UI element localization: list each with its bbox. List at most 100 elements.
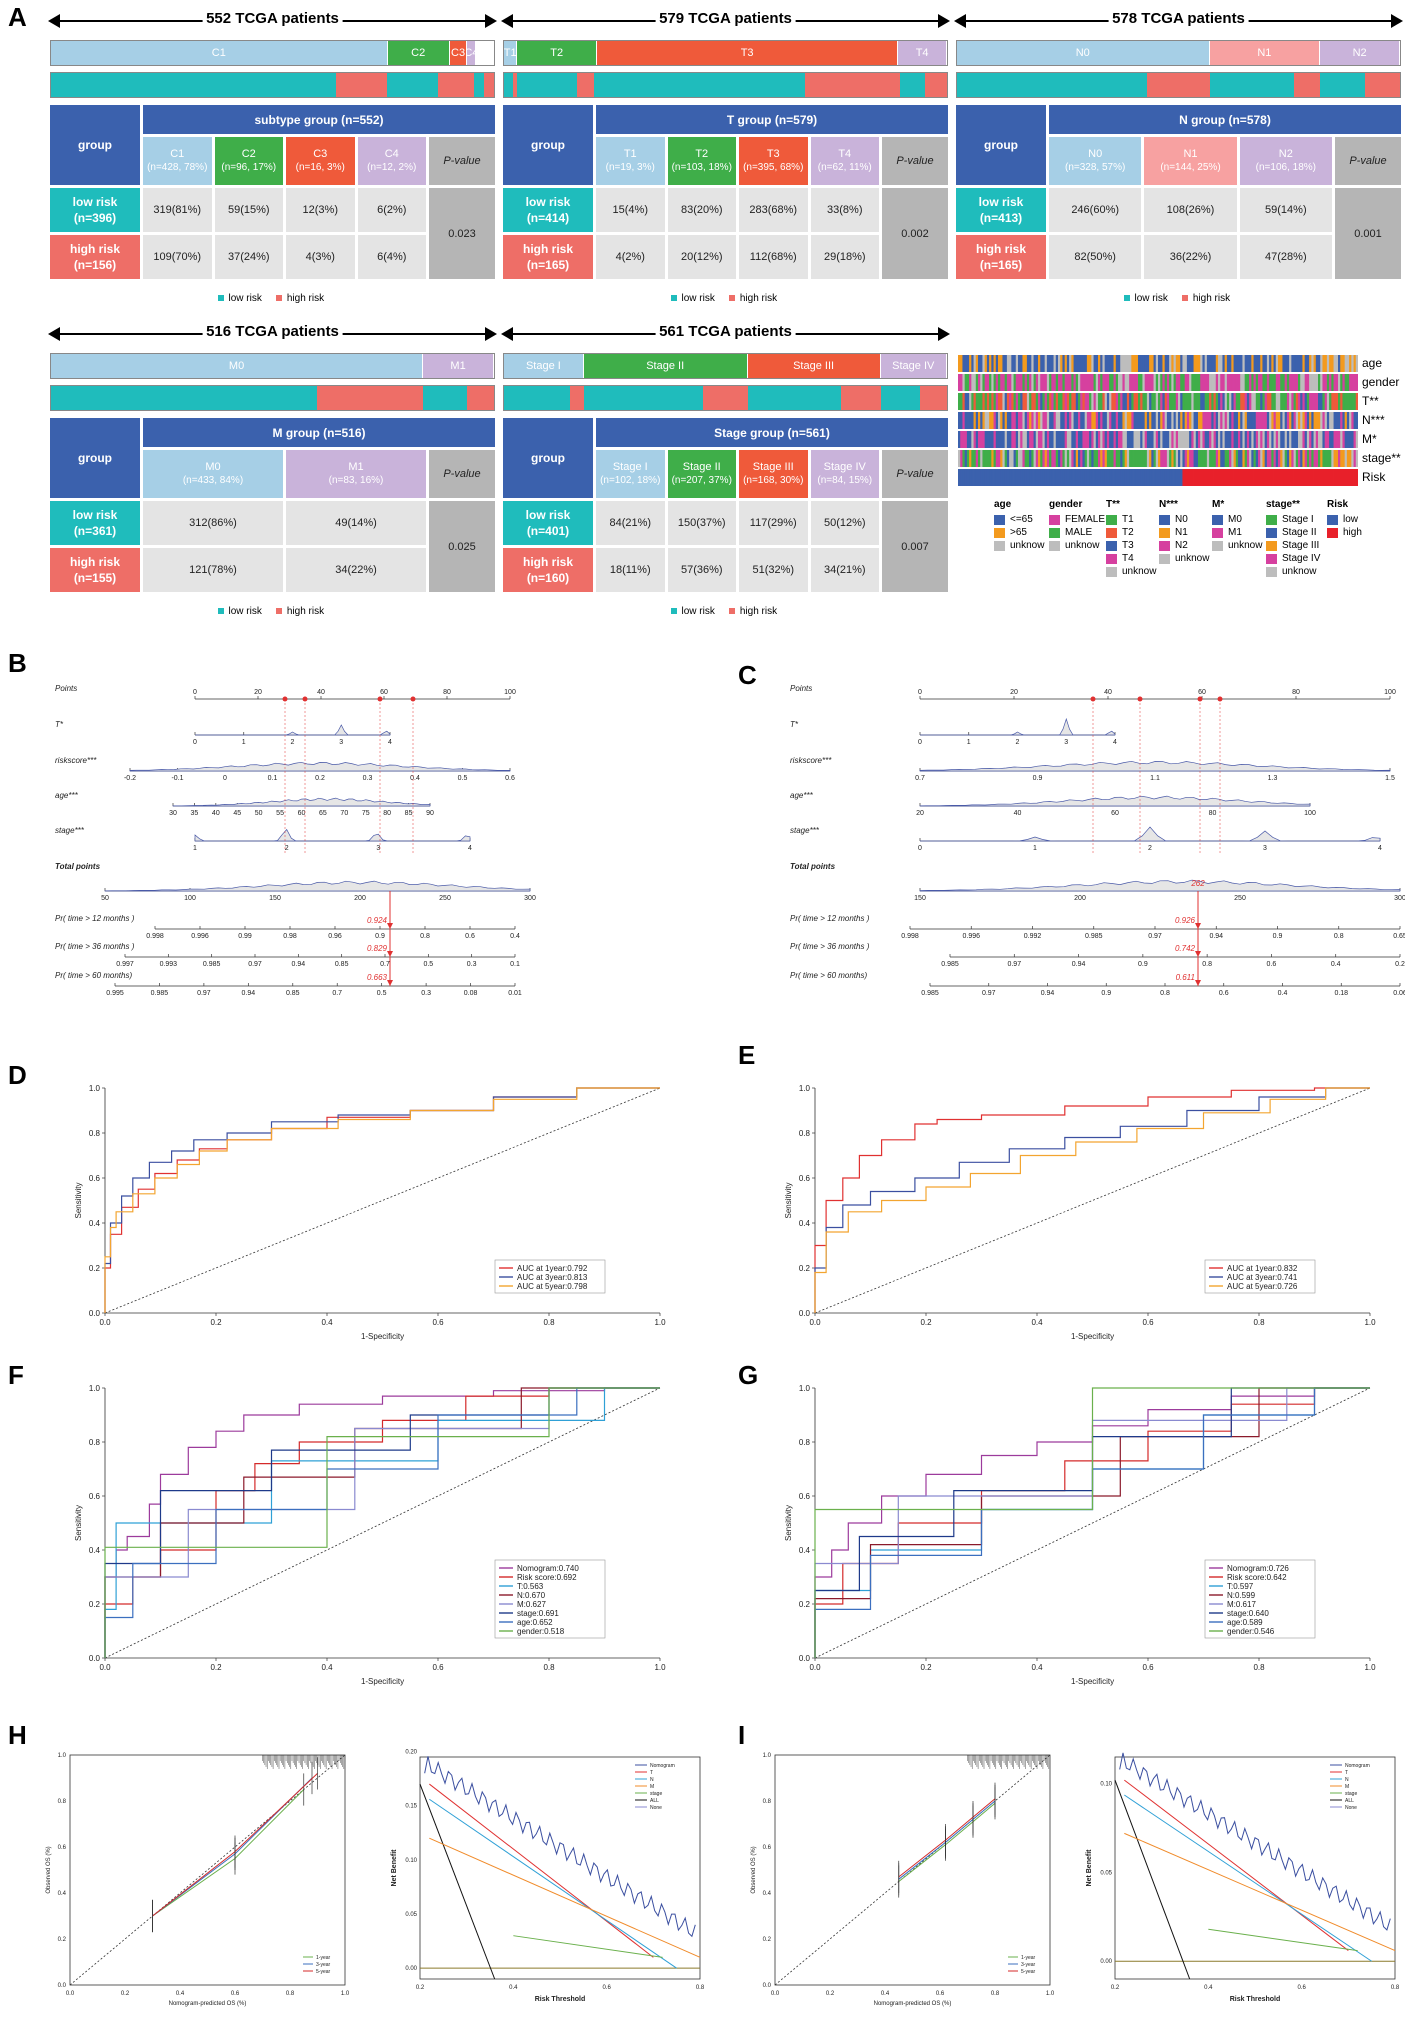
nomogram-tick-label: 0.08 <box>464 990 478 997</box>
table-cell: 83(20%) <box>667 188 736 232</box>
heatmap-cell <box>1046 355 1050 372</box>
legend-item: unknow <box>1159 552 1209 565</box>
x-tick-label: 0.0 <box>809 1318 821 1327</box>
legend-title: M* <box>1212 499 1225 510</box>
heatmap-cell <box>1142 412 1146 429</box>
x-tick-label: 1.0 <box>1046 1991 1055 1997</box>
heatmap-cell <box>1062 412 1066 429</box>
heatmap-cell <box>1120 412 1123 429</box>
heatmap-cell <box>1266 355 1270 372</box>
heatmap-cell <box>1331 374 1334 391</box>
heatmap-cell <box>1166 469 1170 486</box>
legend-item: unknow <box>1049 539 1105 552</box>
heatmap-cell <box>1009 431 1012 448</box>
heatmap-cell <box>1171 450 1174 467</box>
roc-series-line <box>814 1087 1370 1313</box>
heatmap-cell <box>1289 355 1292 372</box>
p-value-header: P-value <box>429 450 495 498</box>
heatmap-cell <box>1142 393 1146 410</box>
heatmap-row-label: T** <box>1362 394 1379 408</box>
heatmap-cell <box>1278 393 1281 410</box>
heatmap-cell <box>1306 412 1310 429</box>
category-segment: C3 <box>449 41 468 65</box>
category-count: (n=428, 78%) <box>147 162 208 174</box>
heatmap-cell <box>1249 431 1252 448</box>
legend-low: low risk <box>1123 293 1168 304</box>
heatmap-cell <box>1344 469 1348 486</box>
x-tick-label: 0.8 <box>543 1663 555 1672</box>
heatmap-cell <box>986 450 990 467</box>
x-tick-label: 0.2 <box>210 1318 222 1327</box>
heatmap-cell <box>1080 469 1083 486</box>
heatmap-cell <box>1202 469 1206 486</box>
nomogram-tick-label: 0.1 <box>510 961 520 968</box>
heatmap-cell <box>1020 431 1023 448</box>
heatmap-cell <box>1313 412 1317 429</box>
heatmap-cell <box>1091 469 1094 486</box>
nomogram-tick-label: 0.9 <box>1101 990 1111 997</box>
nomogram-tick-label: 0.996 <box>191 933 209 940</box>
legend-label: T <box>1345 1770 1348 1776</box>
legend-item: N2 <box>1159 539 1209 552</box>
heatmap-cell <box>1098 374 1101 391</box>
heatmap-cell <box>1102 431 1106 448</box>
heatmap-cell <box>978 355 981 372</box>
risk-bar <box>503 72 948 98</box>
heatmap-cell <box>1151 450 1154 467</box>
heatmap-cell <box>1133 393 1137 410</box>
heatmap-cell <box>1184 450 1188 467</box>
heatmap-cell <box>1182 469 1186 486</box>
category-header: M1 (n=83, 16%) <box>286 450 426 498</box>
category-count: (n=144, 25%) <box>1160 162 1221 174</box>
heatmap-cell <box>1078 412 1081 429</box>
legend-label: 1-year <box>1021 1955 1036 1961</box>
y-tick-label: 0.6 <box>763 1845 772 1851</box>
category-count: (n=12, 2%) <box>367 162 417 174</box>
heatmap-cell <box>1104 450 1108 467</box>
nomogram-row-label: Total points <box>790 862 836 871</box>
y-tick-label: 0.05 <box>405 1912 417 1918</box>
heatmap-cell <box>1149 393 1152 410</box>
y-tick-label: 0.0 <box>799 1309 811 1318</box>
heatmap-cell <box>1300 393 1303 410</box>
heatmap-cell <box>1049 412 1052 429</box>
heatmap-cell <box>1349 450 1352 467</box>
heatmap-cell <box>1066 393 1070 410</box>
heatmap-cell <box>1069 374 1072 391</box>
heatmap-cell <box>1044 469 1048 486</box>
x-tick-label: 0.4 <box>321 1663 333 1672</box>
heatmap-cell <box>1018 469 1021 486</box>
nomogram-tick-label: 0.8 <box>1160 990 1170 997</box>
heatmap-cell <box>1186 355 1190 372</box>
calibration-chart-h: 0.00.00.20.20.40.40.60.60.80.81.01.0Nomo… <box>46 1753 350 2007</box>
heatmap-cell <box>1286 450 1290 467</box>
heatmap-cell <box>1298 469 1301 486</box>
heatmap-cell <box>1158 355 1161 372</box>
heatmap-cell <box>1311 450 1314 467</box>
heatmap-cell <box>1178 431 1181 448</box>
heatmap-cell <box>1333 393 1337 410</box>
heatmap-cell <box>1329 431 1332 448</box>
heatmap-cell <box>1164 450 1168 467</box>
heatmap-cell <box>1255 374 1259 391</box>
heatmap-cell <box>1046 469 1050 486</box>
heatmap-cell <box>1091 431 1094 448</box>
y-tick-label: 0.8 <box>58 1799 67 1805</box>
heatmap-cell <box>1213 355 1217 372</box>
heatmap-cell <box>1298 412 1301 429</box>
heatmap-cell <box>986 374 990 391</box>
heatmap-cell <box>1089 355 1092 372</box>
heatmap-cell <box>1142 469 1146 486</box>
heatmap-cell <box>1102 450 1106 467</box>
category-header: T3 (n=395, 68%) <box>739 137 808 185</box>
heatmap-cell <box>1191 412 1194 429</box>
heatmap-cell <box>1322 431 1326 448</box>
heatmap-cell <box>1071 431 1074 448</box>
heatmap-cell <box>1142 355 1146 372</box>
heatmap-cell <box>1200 393 1203 410</box>
heatmap-cell <box>1024 374 1028 391</box>
heatmap-cell <box>1304 450 1308 467</box>
heatmap-cell <box>1100 355 1103 372</box>
heatmap-cell <box>1049 374 1052 391</box>
heatmap-row-label: gender <box>1362 375 1400 389</box>
